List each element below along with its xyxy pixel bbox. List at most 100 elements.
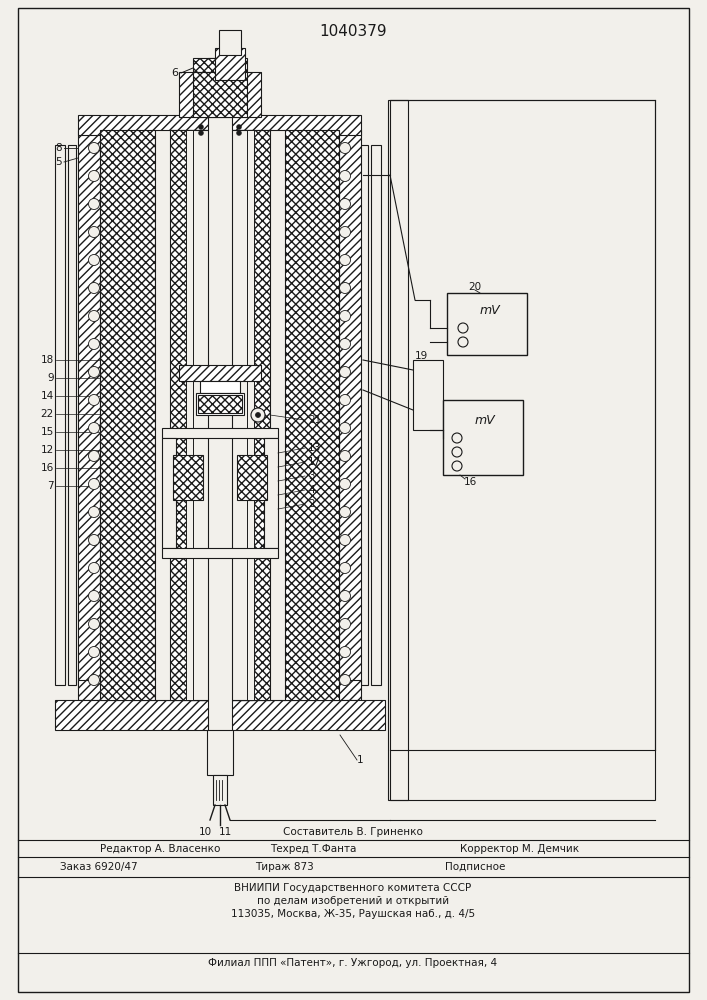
Circle shape (339, 647, 351, 658)
Circle shape (452, 447, 462, 457)
Text: 20: 20 (469, 282, 481, 292)
Text: 13: 13 (308, 443, 321, 453)
Bar (339, 130, 361, 685)
Text: 16: 16 (41, 463, 54, 473)
Bar (173, 455, 203, 500)
Bar (78, 115, 361, 135)
Circle shape (452, 433, 462, 443)
Circle shape (88, 506, 100, 518)
Text: 3: 3 (308, 471, 315, 481)
Bar (360, 145, 368, 685)
Text: 8: 8 (55, 143, 62, 153)
Bar (208, 58, 232, 758)
Bar (186, 130, 193, 700)
Text: mV: mV (479, 304, 501, 316)
Text: Техред Т.Фанта: Техред Т.Фанта (270, 844, 356, 854)
Circle shape (339, 394, 351, 406)
Text: Корректор М. Демчик: Корректор М. Демчик (460, 844, 579, 854)
Circle shape (88, 338, 100, 350)
Circle shape (339, 590, 351, 601)
Bar (68, 145, 76, 685)
Text: 21: 21 (308, 415, 321, 425)
Circle shape (199, 130, 204, 135)
Text: ВНИИПИ Государственного комитета СССР: ВНИИПИ Государственного комитета СССР (235, 883, 472, 893)
Circle shape (88, 282, 100, 294)
Circle shape (88, 647, 100, 658)
Text: Составитель В. Гриненко: Составитель В. Гриненко (283, 827, 423, 837)
Circle shape (339, 562, 351, 574)
Circle shape (458, 323, 468, 333)
Bar (413, 360, 443, 430)
Text: 4: 4 (308, 485, 315, 495)
Text: 11: 11 (218, 827, 232, 837)
Bar (443, 400, 523, 475)
Bar (188, 130, 252, 700)
Bar (179, 365, 261, 381)
Bar (100, 130, 155, 700)
Circle shape (88, 366, 100, 377)
Text: 2: 2 (308, 499, 315, 509)
Text: 16: 16 (463, 477, 477, 487)
Circle shape (251, 408, 265, 422)
Text: 12: 12 (41, 445, 54, 455)
Bar (162, 548, 278, 558)
Text: 17: 17 (308, 457, 321, 467)
Circle shape (339, 366, 351, 377)
Circle shape (88, 170, 100, 182)
Bar (388, 100, 408, 800)
Text: 18: 18 (41, 355, 54, 365)
Text: 14: 14 (41, 391, 54, 401)
Bar (155, 130, 285, 700)
Circle shape (88, 254, 100, 265)
Circle shape (199, 124, 204, 129)
Circle shape (237, 130, 242, 135)
Circle shape (88, 198, 100, 210)
Circle shape (452, 461, 462, 471)
Circle shape (339, 450, 351, 462)
Bar (162, 428, 278, 438)
Text: 1040379: 1040379 (319, 24, 387, 39)
Circle shape (88, 394, 100, 406)
Circle shape (339, 254, 351, 265)
Bar (200, 381, 240, 393)
Bar (237, 455, 267, 500)
Bar (193, 72, 247, 117)
Circle shape (339, 674, 351, 686)
Text: 19: 19 (415, 351, 428, 361)
Text: Филиал ППП «Патент», г. Ужгород, ул. Проектная, 4: Филиал ППП «Патент», г. Ужгород, ул. Про… (209, 958, 498, 968)
Text: Редактор А. Власенко: Редактор А. Власенко (100, 844, 221, 854)
Bar (198, 395, 242, 413)
Circle shape (339, 618, 351, 630)
Bar (193, 58, 247, 88)
Circle shape (339, 282, 351, 294)
Text: Подписное: Подписное (445, 862, 506, 872)
Circle shape (237, 124, 242, 129)
Text: mV: mV (474, 414, 496, 426)
Bar (219, 30, 241, 55)
Bar (447, 293, 527, 355)
Circle shape (88, 534, 100, 546)
Bar (247, 130, 254, 700)
Circle shape (339, 338, 351, 350)
Text: 1: 1 (357, 755, 363, 765)
Bar (78, 680, 361, 700)
Bar (207, 730, 233, 775)
Bar (284, 130, 339, 700)
Circle shape (339, 227, 351, 237)
Circle shape (339, 170, 351, 182)
Bar (170, 130, 270, 700)
Circle shape (339, 534, 351, 546)
Circle shape (88, 450, 100, 462)
Circle shape (88, 310, 100, 322)
Circle shape (88, 142, 100, 153)
Bar (215, 48, 245, 80)
Bar (78, 130, 100, 685)
Circle shape (339, 479, 351, 489)
Text: 113035, Москва, Ж-35, Раушская наб., д. 4/5: 113035, Москва, Ж-35, Раушская наб., д. … (231, 909, 475, 919)
Bar (162, 438, 176, 548)
Text: 22: 22 (41, 409, 54, 419)
Bar (213, 775, 227, 805)
Circle shape (339, 142, 351, 153)
Circle shape (88, 674, 100, 686)
Circle shape (339, 422, 351, 434)
